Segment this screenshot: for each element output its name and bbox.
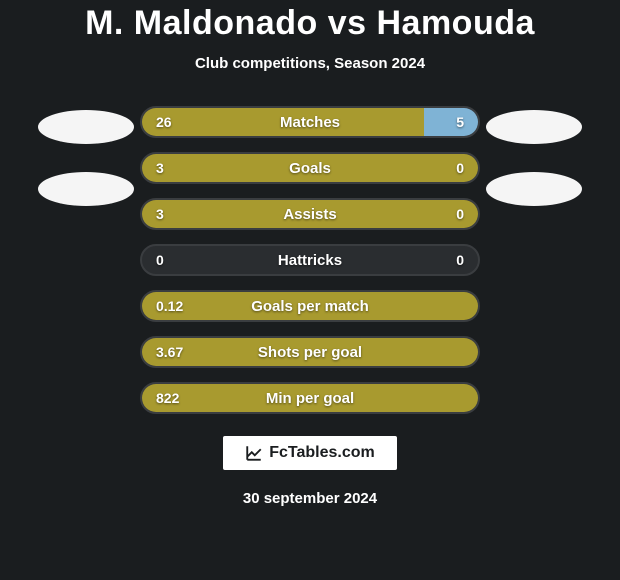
stat-value-left: 3 [156, 154, 164, 182]
content-row: Matches265Goals30Assists30Hattricks00Goa… [0, 106, 620, 414]
player2-name: Hamouda [376, 4, 534, 42]
stat-label: Goals per match [142, 292, 478, 320]
stat-bar: Hattricks0 0 [140, 244, 480, 276]
comparison-infographic: M. Maldonado vs Hamouda Club competition… [0, 0, 620, 580]
stat-value-right: 0 [456, 200, 464, 228]
stat-bar: Shots per goal3.67 [140, 336, 480, 368]
player2-team-logo-placeholder [486, 172, 582, 206]
chart-icon [245, 444, 263, 462]
stat-value-right: 0 [456, 246, 464, 274]
stat-value-left: 0.12 [156, 292, 183, 320]
player1-name: M. Maldonado [85, 4, 318, 42]
brand-badge: FcTables.com [223, 436, 397, 470]
stat-label: Shots per goal [142, 338, 478, 366]
stat-value-right: 5 [456, 108, 464, 136]
player1-avatar-placeholder [38, 110, 134, 144]
avatar-column-right [480, 106, 588, 206]
stat-label: Assists [142, 200, 478, 228]
stat-value-left: 822 [156, 384, 179, 412]
stat-label: Hattricks [142, 246, 478, 274]
stat-value-right: 0 [456, 154, 464, 182]
date-text: 30 september 2024 [243, 490, 377, 507]
stat-label: Matches [142, 108, 478, 136]
stat-bar: Goals3 0 [140, 152, 480, 184]
stats-bars-column: Matches265Goals30Assists30Hattricks00Goa… [140, 106, 480, 414]
stat-label: Goals [142, 154, 478, 182]
stat-bar: Min per goal822 [140, 382, 480, 414]
player2-avatar-placeholder [486, 110, 582, 144]
page-title: M. Maldonado vs Hamouda [85, 4, 535, 43]
stat-value-left: 26 [156, 108, 172, 136]
stat-bar: Assists3 0 [140, 198, 480, 230]
stat-bar: Goals per match0.12 [140, 290, 480, 322]
avatar-column-left [32, 106, 140, 206]
player1-team-logo-placeholder [38, 172, 134, 206]
stat-value-left: 0 [156, 246, 164, 274]
stat-label: Min per goal [142, 384, 478, 412]
vs-text: vs [328, 4, 367, 42]
stat-bar: Matches26 5 [140, 106, 480, 138]
stat-value-left: 3.67 [156, 338, 183, 366]
brand-text: FcTables.com [269, 444, 375, 462]
subtitle: Club competitions, Season 2024 [195, 55, 425, 72]
stat-value-left: 3 [156, 200, 164, 228]
